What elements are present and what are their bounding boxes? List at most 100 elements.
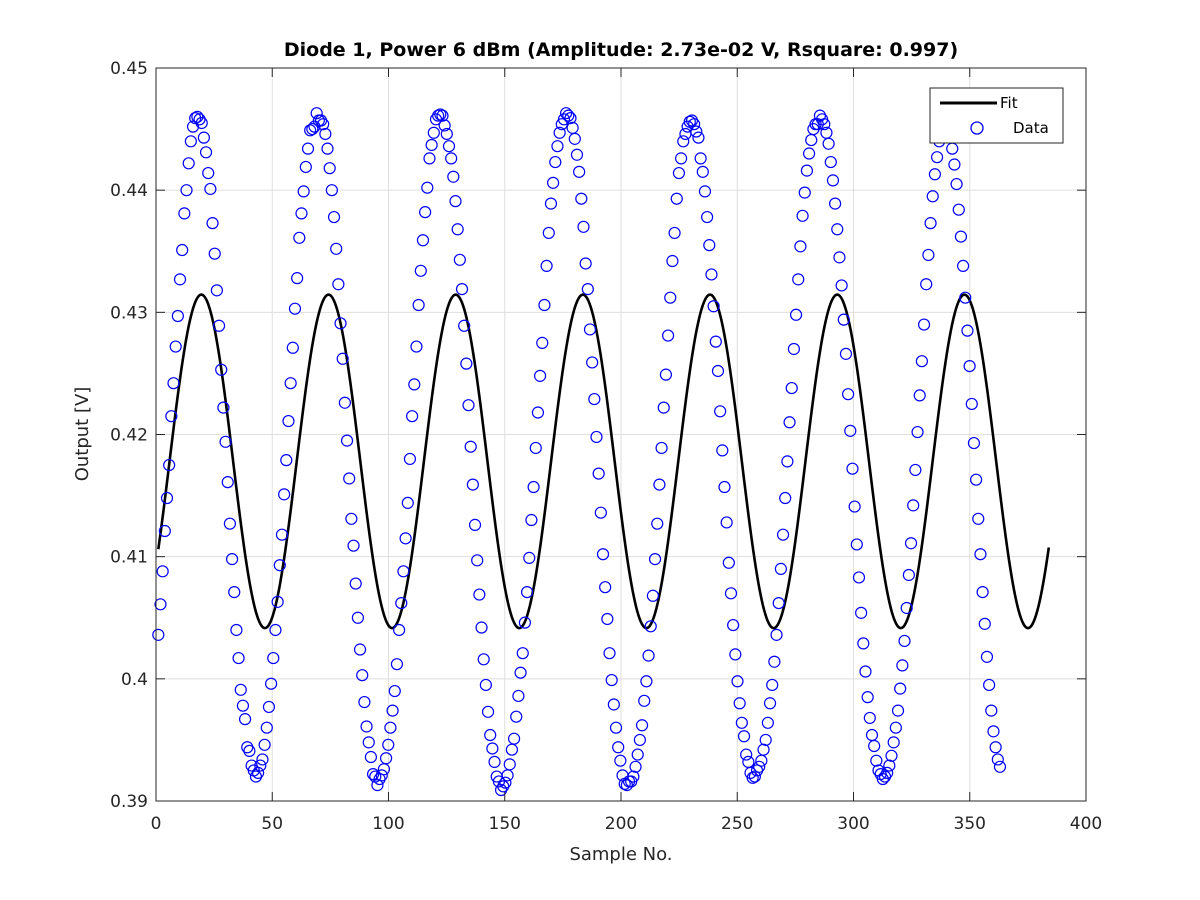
data-point [583,323,597,336]
data-point [575,192,588,205]
data-point [182,157,195,170]
fit-line [157,293,1051,630]
data-point [766,678,779,692]
data-point [907,499,920,512]
data-point [343,472,356,485]
data-point [453,253,466,266]
data-point [336,352,349,365]
data-point [551,140,564,153]
data-point [317,118,330,131]
data-point [349,577,362,590]
x-tick-label: 0 [151,814,162,834]
data-point [889,721,902,734]
data-point [210,284,223,297]
data-point [286,341,299,354]
data-point [221,476,234,489]
data-point [898,634,911,648]
data-point [978,617,991,630]
data-point [911,425,924,439]
data-point [212,319,226,332]
data-point [588,392,601,406]
data-point [763,697,777,710]
data-point [917,318,931,331]
data-point [291,272,304,285]
data-point [529,441,542,455]
data-point [165,410,178,423]
data-point [737,730,751,743]
data-point [531,406,545,419]
data-point [692,131,705,144]
data-point [707,300,720,313]
data-point [599,581,612,594]
data-point [724,587,738,600]
data-point [462,399,475,412]
data-point [970,473,983,486]
data-point [481,705,495,718]
data-point [876,772,889,786]
data-point [959,291,972,304]
data-point [288,302,302,315]
data-point [601,612,614,626]
data-point [419,206,432,219]
data-point [985,704,998,717]
data-point [310,107,323,120]
data-point [705,268,718,281]
data-point [857,637,870,650]
data-point [822,137,835,150]
data-point [646,589,660,602]
data-point [410,340,423,353]
data-point [262,700,276,714]
data-point [171,309,184,323]
y-tick-label: 0.39 [110,792,148,812]
data-point [965,397,978,411]
data-point [169,340,182,353]
data-point [757,743,770,756]
data-point [432,109,445,122]
data-point [345,512,358,525]
legend-data-label: Data [1013,119,1049,137]
data-point [540,259,553,273]
y-tick-label: 0.4 [121,670,148,690]
data-point [436,109,449,122]
data-point [379,752,393,765]
data-point [351,611,364,624]
data-point [388,684,401,698]
data-point [199,146,213,159]
data-point [818,118,831,131]
data-point [475,621,488,634]
data-point [297,185,310,198]
data-point [154,598,167,611]
data-point [184,135,197,148]
data-point [885,749,898,762]
data-point [538,298,551,312]
y-tick-label: 0.42 [110,426,148,446]
data-point [204,182,217,196]
x-axis-label: Sample No. [569,844,672,865]
data-point [219,435,232,448]
data-points-layer [152,107,1007,797]
data-point [952,203,965,216]
data-point [963,359,976,373]
data-point [991,753,1004,766]
data-point [983,678,996,692]
data-point [438,119,451,132]
data-point [833,251,846,264]
data-point [740,748,753,761]
data-point [956,259,970,273]
data-point [299,160,312,174]
data-point [570,148,584,161]
data-point [974,548,987,561]
data-point [230,623,243,637]
data-point [926,190,939,203]
data-point [356,669,369,682]
data-point [473,588,486,601]
data-point [252,766,265,780]
data-point [256,753,269,766]
data-point [375,769,388,782]
data-point [547,176,560,189]
data-point [225,553,239,566]
data-point [976,585,989,599]
data-point [924,217,937,230]
data-point [416,234,430,247]
data-point [779,491,792,505]
